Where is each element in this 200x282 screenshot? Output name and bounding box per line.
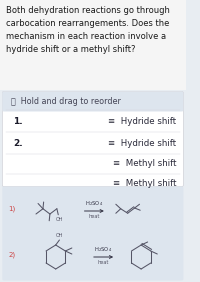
Text: ≡  Methyl shift: ≡ Methyl shift [113, 180, 176, 188]
Text: ≡  Hydride shift: ≡ Hydride shift [108, 116, 176, 125]
Text: 2): 2) [8, 252, 15, 258]
FancyBboxPatch shape [2, 91, 183, 186]
Text: 2.: 2. [13, 138, 23, 147]
Text: $\mathsf{H_2SO_4}$: $\mathsf{H_2SO_4}$ [94, 244, 113, 254]
Text: Ⓣ  Hold and drag to reorder: Ⓣ Hold and drag to reorder [11, 97, 121, 106]
Text: ≡  Methyl shift: ≡ Methyl shift [113, 160, 176, 169]
Text: Both dehydration reactions go through
carbocation rearrangements. Does the
mecha: Both dehydration reactions go through ca… [6, 6, 170, 54]
Text: $\mathsf{H_2SO_4}$: $\mathsf{H_2SO_4}$ [85, 199, 103, 208]
Text: OH: OH [55, 217, 63, 222]
Text: ≡  Hydride shift: ≡ Hydride shift [108, 138, 176, 147]
Text: heat: heat [98, 260, 109, 265]
Text: 1.: 1. [13, 116, 23, 125]
FancyBboxPatch shape [2, 91, 183, 111]
Bar [4, 93, 182, 110]
Text: 1): 1) [8, 206, 16, 212]
Bar [0, 0, 186, 90]
Text: OH: OH [56, 233, 63, 238]
FancyBboxPatch shape [2, 186, 183, 281]
Text: heat: heat [89, 214, 100, 219]
